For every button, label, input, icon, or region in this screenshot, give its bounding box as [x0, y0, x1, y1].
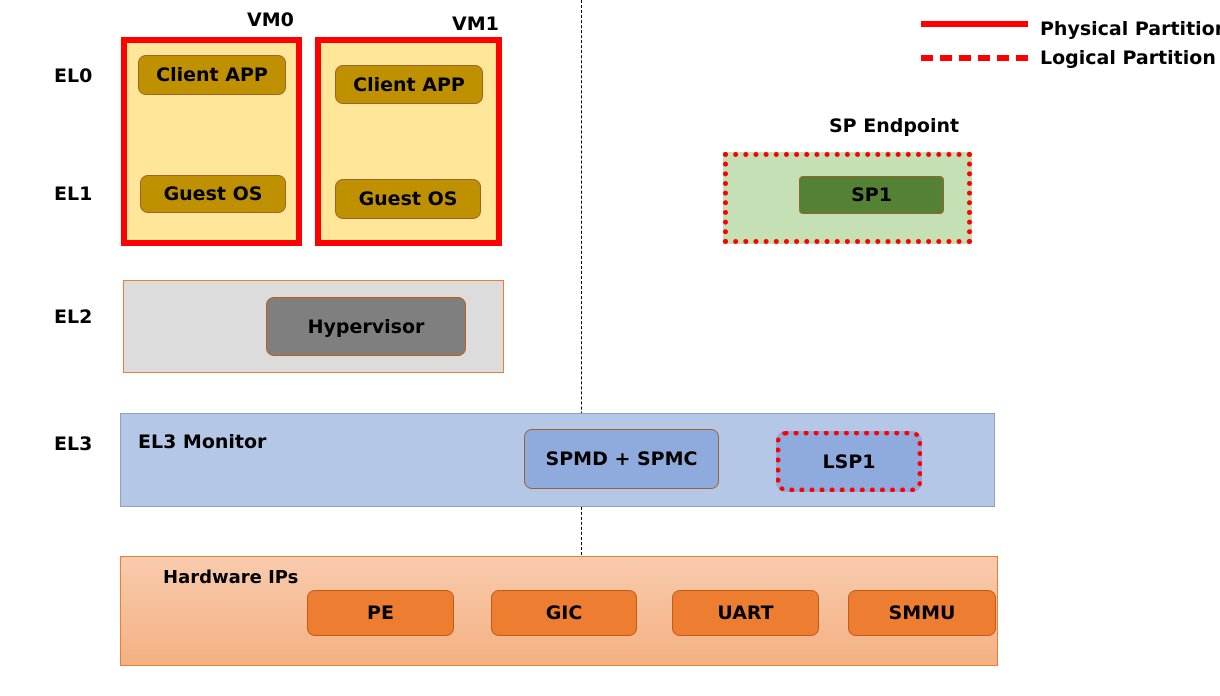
lsp1: LSP1 — [776, 431, 922, 492]
vm0-client-app: Client APP — [138, 55, 286, 95]
vm0-guest-os: Guest OS — [140, 175, 286, 213]
level-el3: EL3 — [54, 433, 93, 455]
hw-gic: GIC — [491, 590, 637, 636]
vm1-client-app: Client APP — [335, 65, 483, 104]
legend-logical-label: Logical Partition — [1040, 47, 1216, 69]
sp1: SP1 — [799, 176, 944, 214]
hardware-label: Hardware IPs — [163, 567, 299, 588]
sp-endpoint-label: SP Endpoint — [829, 115, 960, 137]
legend-physical-line — [921, 21, 1028, 27]
hw-smmu: SMMU — [848, 590, 996, 636]
hw-uart: UART — [672, 590, 819, 636]
level-el1: EL1 — [54, 183, 93, 205]
hypervisor: Hypervisor — [266, 297, 466, 356]
divider-line — [581, 0, 582, 555]
vm1-guest-os: Guest OS — [335, 179, 481, 219]
hw-pe: PE — [307, 590, 454, 636]
legend-logical-line — [921, 55, 1028, 61]
legend-physical-label: Physical Partition — [1040, 18, 1220, 40]
vm0-label: VM0 — [247, 9, 294, 31]
vm1-label: VM1 — [452, 13, 499, 35]
spmd-spmc: SPMD + SPMC — [524, 429, 719, 489]
el3-monitor-label: EL3 Monitor — [138, 431, 267, 453]
level-el2: EL2 — [54, 306, 93, 328]
level-el0: EL0 — [54, 65, 93, 87]
